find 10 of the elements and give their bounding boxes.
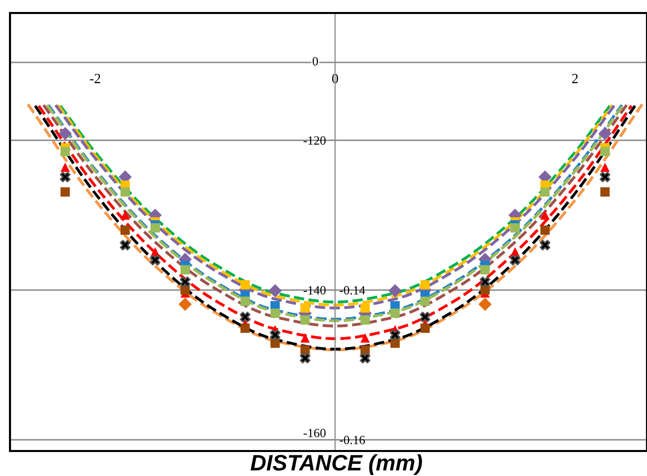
annotation: 0 [312,57,318,66]
y-tick-label: -120 [304,136,326,145]
y2-tick-label: -0.14 [340,286,366,295]
y-tick-label: -140 [304,286,326,294]
x-tick-label: 0 [332,74,338,84]
x-tick-label: -2 [90,74,100,84]
y2-tick-label: -0.16 [340,436,365,444]
x-tick-label: 2 [572,74,578,84]
y-tick-label: -160 [304,428,326,438]
x-axis-title: DISTANCE (mm) [250,454,422,475]
